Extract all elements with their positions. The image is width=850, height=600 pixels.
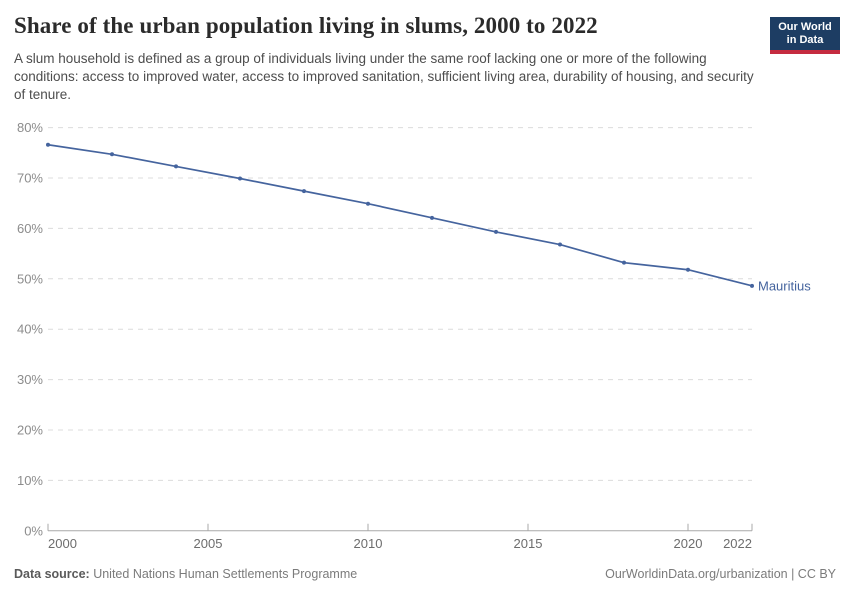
credit-line: OurWorldinData.org/urbanization | CC BY — [605, 567, 836, 581]
y-axis-label: 0% — [24, 523, 43, 538]
y-axis-label: 30% — [17, 372, 43, 387]
data-point[interactable] — [686, 267, 690, 272]
data-point[interactable] — [750, 283, 754, 288]
data-point[interactable] — [302, 189, 306, 194]
y-axis-label: 80% — [17, 120, 43, 135]
data-point[interactable] — [110, 152, 114, 157]
line-chart[interactable]: 0% 10% 20% 30% 40% 50% 60% 70% 80% 2000 2005 2010 20… — [0, 115, 850, 563]
y-axis-label: 60% — [17, 221, 43, 236]
owid-logo-line2: in Data — [786, 34, 824, 46]
entity-label[interactable]: Mauritius — [758, 278, 811, 293]
y-axis-label: 40% — [17, 322, 43, 337]
y-axis-label: 50% — [17, 271, 43, 286]
x-axis-label: 2005 — [194, 536, 223, 551]
data-point[interactable] — [174, 164, 178, 169]
owid-logo-line1: Our World — [778, 21, 832, 33]
x-axis-label: 2020 — [674, 536, 703, 551]
data-point[interactable] — [238, 176, 242, 181]
data-source-label: Data source: — [14, 567, 90, 581]
x-axis-label: 2015 — [514, 536, 543, 551]
data-point[interactable] — [494, 229, 498, 234]
owid-logo[interactable]: Our World in Data — [770, 17, 840, 54]
chart-subtitle: A slum household is defined as a group o… — [14, 51, 754, 102]
data-point[interactable] — [430, 215, 434, 220]
chart-footer: Data source: United Nations Human Settle… — [14, 567, 836, 581]
chart-title: Share of the urban population living in … — [14, 13, 598, 38]
x-axis-label: 2022 — [723, 536, 752, 551]
data-point[interactable] — [46, 142, 50, 147]
x-axis-label: 2010 — [354, 536, 383, 551]
data-point[interactable] — [558, 242, 562, 247]
series-line-mauritius[interactable] — [47, 143, 753, 287]
data-source: Data source: United Nations Human Settle… — [14, 567, 357, 581]
data-point[interactable] — [622, 260, 626, 265]
data-source-value: United Nations Human Settlements Program… — [89, 567, 358, 581]
y-axis-label: 70% — [17, 171, 43, 186]
x-axis-label: 2000 — [48, 536, 77, 551]
y-axis-label: 20% — [17, 423, 43, 438]
y-axis-label: 10% — [17, 473, 43, 488]
data-point[interactable] — [366, 201, 370, 206]
